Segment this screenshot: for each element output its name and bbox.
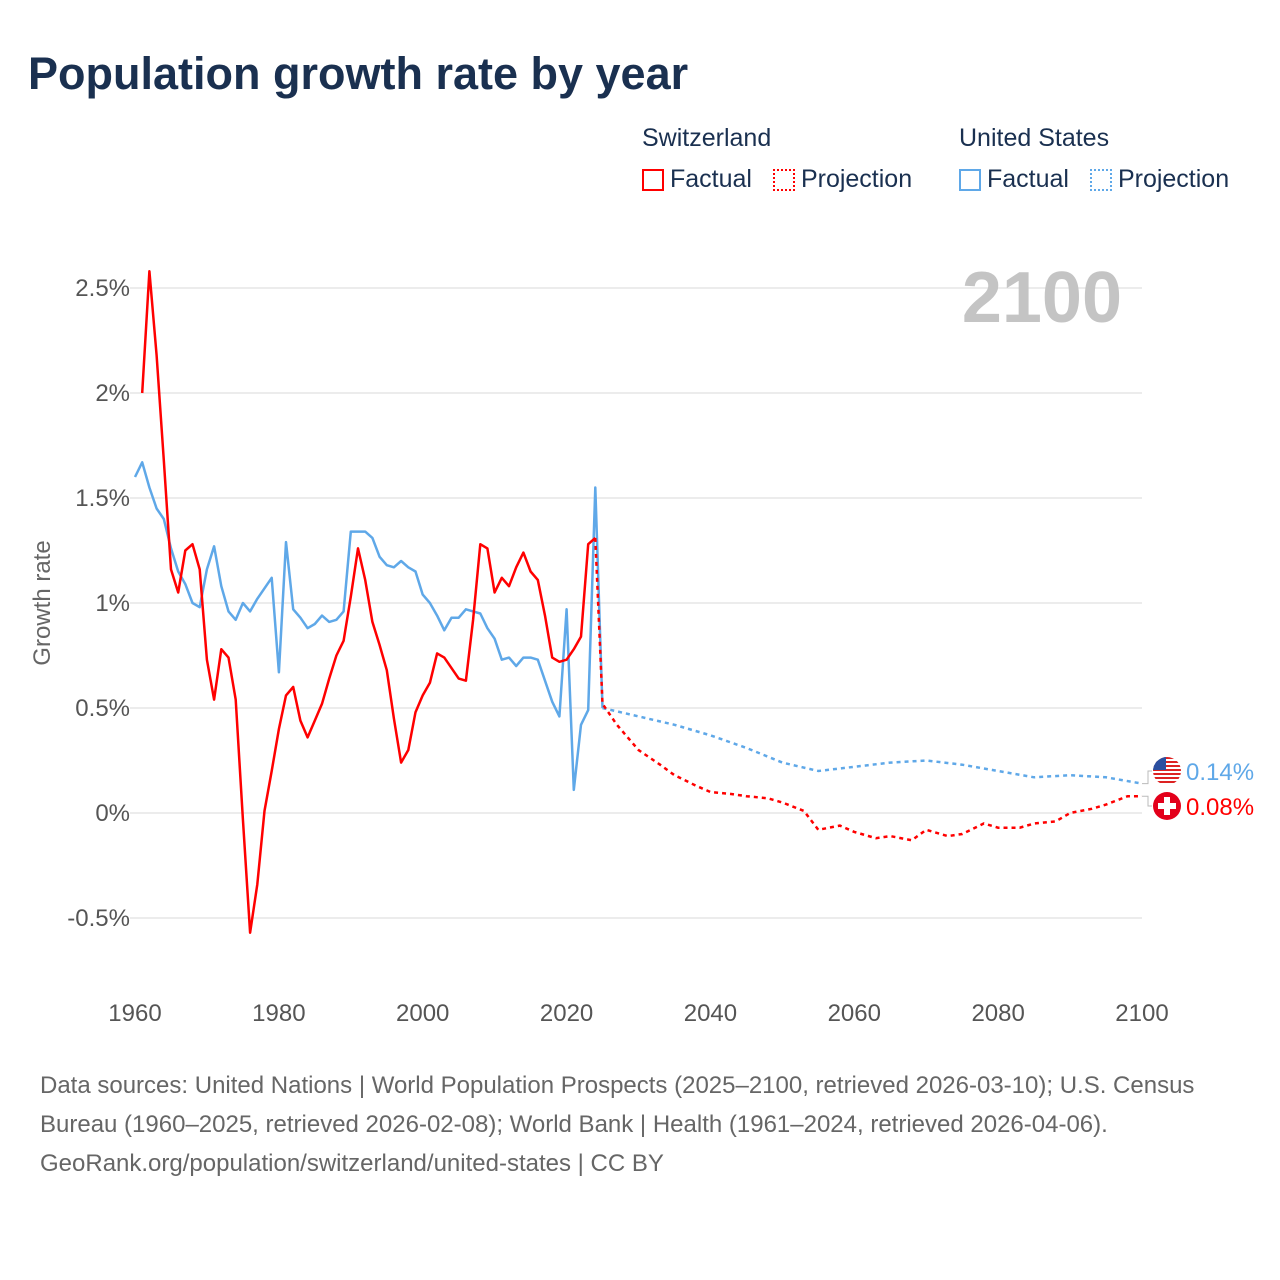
footer: Data sources: United Nations | World Pop… (40, 1066, 1230, 1183)
x-tick-label: 2060 (828, 1000, 881, 1027)
legend-label: Projection (800, 165, 913, 193)
end-value-label: 0.08% (1186, 794, 1254, 821)
y-tick-label: 1% (95, 590, 130, 617)
x-tick-label: 1980 (252, 1000, 305, 1027)
legend-label: Factual (670, 165, 752, 193)
x-tick-label: 2000 (396, 1000, 449, 1027)
legend-us-factual[interactable]: Factual (959, 165, 1069, 194)
end-connector (1142, 795, 1152, 807)
legend-switzerland: Switzerland Factual Projection (642, 124, 926, 198)
credit-link[interactable]: GeoRank.org/population/switzerland/unite… (40, 1150, 664, 1177)
end-value-label: 0.14% (1186, 759, 1254, 786)
legend-group-label: United States (959, 124, 1110, 152)
page-title: Population growth rate by year (28, 48, 689, 99)
y-tick-label: 2.5% (75, 275, 130, 302)
end-connector (1142, 770, 1152, 785)
swiss-flag-icon (1153, 792, 1181, 820)
swatch-dotted (772, 168, 795, 191)
y-tick-label: 0.5% (75, 695, 130, 722)
legend-group-label: Switzerland (642, 124, 772, 152)
x-tick-label: 1960 (108, 1000, 161, 1027)
y-axis-label: Growth rate (29, 540, 56, 665)
switzerland-factual-line (140, 269, 597, 934)
legend-switzerland-factual[interactable]: Factual (642, 165, 752, 194)
legend-label: Projection (1117, 165, 1230, 193)
swatch-solid (642, 168, 664, 191)
x-tick-label: 2100 (1115, 1000, 1168, 1027)
legend-switzerland-projection[interactable]: Projection (772, 165, 913, 194)
legend-label: Factual (987, 165, 1069, 193)
us-flag-icon (1153, 757, 1181, 783)
legend-us-projection[interactable]: Projection (1089, 165, 1230, 194)
plot-area: -0.5% 0% 0.5% 1% 1.5% 2% 2.5% 1960 1980 2000 2020 2… (29, 258, 1254, 1027)
year-watermark: 2100 (962, 258, 1122, 338)
x-tick-label: 2020 (540, 1000, 593, 1027)
x-tick-label: 2080 (971, 1000, 1024, 1027)
y-tick-label: 2% (95, 380, 130, 407)
swatch-dotted (1089, 168, 1112, 191)
swatch-solid (959, 168, 981, 191)
y-tick-label: 0% (95, 800, 130, 827)
legend-united-states: United States Factual Projection (959, 124, 1229, 198)
united-states-projection-line (602, 706, 1143, 785)
switzerland-projection-line (594, 537, 1142, 842)
y-tick-label: 1.5% (75, 485, 130, 512)
x-tick-label: 2040 (684, 1000, 737, 1027)
united-states-factual-line (133, 461, 604, 792)
data-sources: Data sources: United Nations | World Pop… (40, 1072, 1195, 1138)
y-tick-label: -0.5% (67, 905, 130, 932)
